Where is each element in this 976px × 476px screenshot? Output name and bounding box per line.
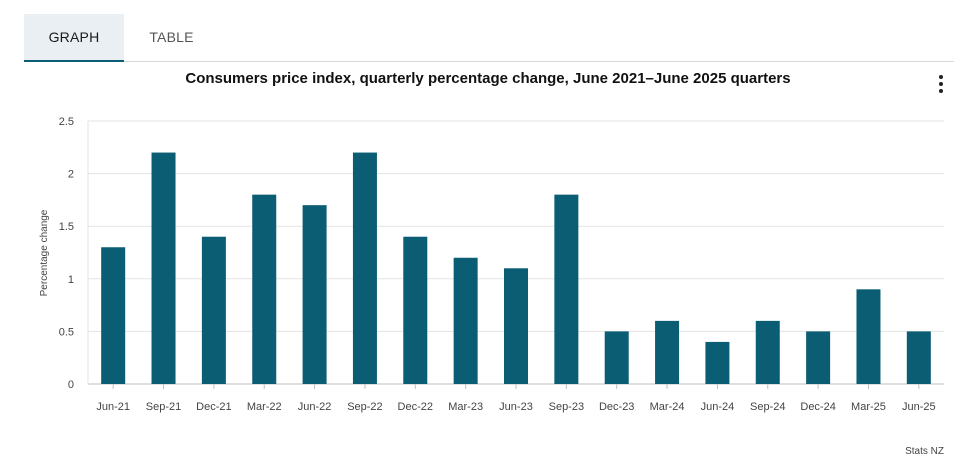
bar[interactable] <box>201 236 226 384</box>
x-tick-label: Sep-21 <box>146 401 181 413</box>
y-tick-label: 2 <box>68 169 74 181</box>
x-tick-label: Dec-21 <box>196 401 231 413</box>
y-tick-label: 0.5 <box>59 326 74 338</box>
y-tick-label: 1.5 <box>59 221 74 233</box>
bar[interactable] <box>906 331 931 384</box>
y-tick-label: 1 <box>68 274 74 286</box>
bar[interactable] <box>403 236 428 384</box>
y-tick-label: 2.5 <box>59 116 74 128</box>
x-axis-ticks: Jun-21 Sep-21 Dec-21 Mar-22 Jun-22 Sep-22 Dec-… <box>96 384 936 413</box>
bar[interactable] <box>352 152 377 384</box>
bar[interactable] <box>856 289 881 384</box>
y-axis-ticks: 0 0.5 1 1.5 2 2.5 <box>59 116 74 391</box>
tab-table[interactable]: TABLE <box>149 29 194 45</box>
x-tick-label: Mar-24 <box>650 401 685 413</box>
bar[interactable] <box>101 247 126 384</box>
y-axis-label: Percentage change <box>39 209 50 296</box>
bar[interactable] <box>504 268 528 384</box>
tab-graph[interactable]: GRAPH <box>24 14 124 62</box>
bar[interactable] <box>252 194 277 384</box>
x-tick-label: Sep-23 <box>549 401 584 413</box>
bar[interactable] <box>554 194 579 384</box>
x-tick-label: Dec-23 <box>599 401 634 413</box>
bar[interactable] <box>655 320 680 384</box>
x-tick-label: Mar-22 <box>247 401 282 413</box>
kebab-menu-icon[interactable] <box>934 74 948 94</box>
bar[interactable] <box>806 331 831 384</box>
source-credit: Stats NZ <box>905 446 944 457</box>
x-tick-label: Jun-23 <box>499 401 533 413</box>
bar[interactable] <box>151 152 176 384</box>
x-tick-label: Mar-23 <box>448 401 483 413</box>
chart-title: Consumers price index, quarterly percent… <box>185 70 791 87</box>
bars <box>101 152 931 384</box>
x-tick-label: Sep-24 <box>750 401 785 413</box>
bar[interactable] <box>453 257 478 384</box>
y-tick-label: 0 <box>68 379 74 391</box>
bar[interactable] <box>302 205 327 384</box>
x-tick-label: Jun-24 <box>701 401 735 413</box>
x-tick-label: Jun-22 <box>298 401 332 413</box>
x-tick-label: Dec-22 <box>398 401 433 413</box>
bar[interactable] <box>755 320 780 384</box>
x-tick-label: Dec-24 <box>800 401 835 413</box>
x-tick-label: Jun-21 <box>96 401 130 413</box>
bar[interactable] <box>604 331 629 384</box>
x-tick-label: Jun-25 <box>902 401 936 413</box>
x-tick-label: Mar-25 <box>851 401 886 413</box>
tab-bar: GRAPH TABLE <box>24 14 954 62</box>
bar[interactable] <box>705 341 730 384</box>
x-tick-label: Sep-22 <box>347 401 382 413</box>
